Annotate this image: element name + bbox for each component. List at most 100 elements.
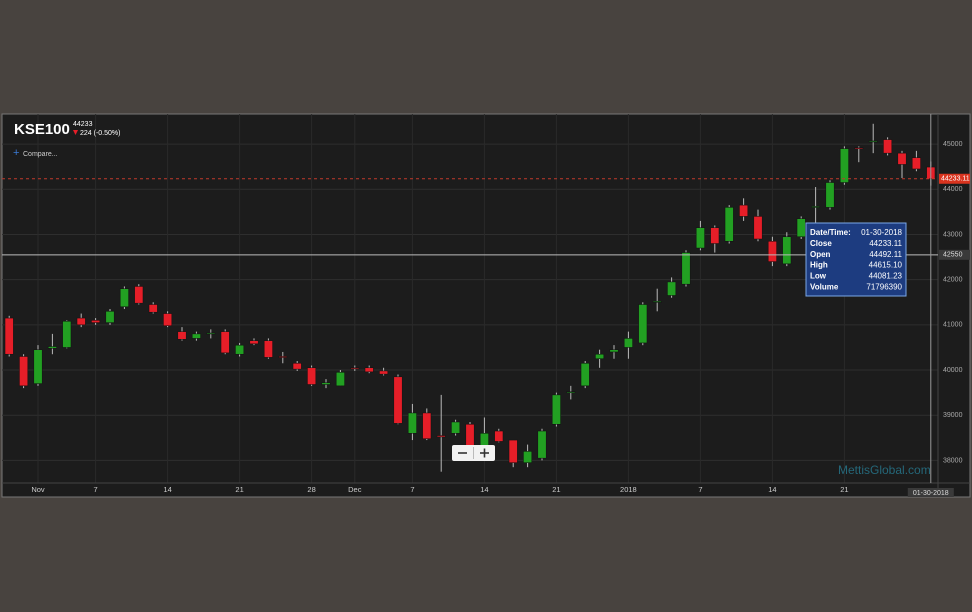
candle-body bbox=[393, 376, 403, 424]
tooltip-value: 01-30-2018 bbox=[861, 228, 902, 237]
candle-body bbox=[767, 241, 777, 262]
candle-body bbox=[206, 332, 216, 335]
candle-body bbox=[407, 412, 417, 434]
candle-body bbox=[350, 367, 360, 370]
y-tick-label: 38000 bbox=[943, 457, 963, 464]
compare-icon[interactable]: + bbox=[13, 147, 19, 159]
compare-button[interactable]: Compare... bbox=[23, 151, 58, 158]
symbol-title: KSE100 bbox=[14, 121, 70, 138]
candle-body bbox=[235, 344, 245, 355]
candle-body bbox=[854, 147, 864, 149]
candle-body bbox=[307, 367, 317, 385]
x-tick-label: Dec bbox=[348, 485, 362, 494]
candle-body bbox=[695, 227, 705, 249]
date-tag bbox=[907, 488, 954, 497]
candle-body bbox=[4, 317, 14, 355]
candle-body bbox=[91, 320, 101, 323]
tooltip-value: 44081.23 bbox=[869, 272, 903, 281]
crosshair-tag bbox=[939, 249, 970, 260]
candle-body bbox=[523, 451, 533, 463]
candle-body bbox=[479, 433, 489, 448]
candle-body bbox=[782, 236, 792, 265]
x-tick-label: 28 bbox=[307, 485, 315, 494]
candle-body bbox=[753, 216, 763, 240]
tooltip-label: Date/Time: bbox=[810, 228, 851, 237]
zoom-controls bbox=[452, 445, 495, 461]
candle-body bbox=[638, 304, 648, 344]
candle-body bbox=[177, 331, 187, 340]
candle-body bbox=[739, 204, 749, 217]
candle-body bbox=[710, 227, 720, 244]
x-tick-label: Nov bbox=[31, 485, 45, 494]
candle-body bbox=[681, 252, 691, 285]
candle-body bbox=[566, 391, 576, 393]
candle-body bbox=[62, 320, 72, 348]
tooltip-value: 44492.11 bbox=[869, 250, 902, 259]
down-icon bbox=[73, 130, 78, 135]
candle-body bbox=[191, 333, 201, 339]
candle-body bbox=[364, 367, 374, 373]
candle-body bbox=[76, 317, 86, 326]
candle-body bbox=[134, 286, 144, 304]
x-tick-label: 21 bbox=[552, 485, 560, 494]
candle-body bbox=[33, 349, 43, 384]
tooltip-label: Open bbox=[810, 250, 831, 259]
tooltip-box bbox=[805, 222, 907, 297]
crosshair-label: 42550 bbox=[943, 252, 963, 259]
tooltip-label: Close bbox=[810, 239, 832, 248]
candle-body bbox=[465, 424, 475, 447]
candle-body bbox=[220, 331, 230, 354]
y-tick-label: 39000 bbox=[943, 412, 963, 419]
candle-body bbox=[623, 338, 633, 348]
y-tick-label: 42000 bbox=[943, 277, 963, 284]
candle-body bbox=[839, 148, 849, 183]
tooltip-value: 44615.10 bbox=[869, 261, 903, 270]
grid: 38000 39000 40000 41000 42000 43000 44000 45000… bbox=[2, 114, 963, 494]
candle-body bbox=[292, 363, 302, 370]
candle-body bbox=[263, 340, 273, 358]
x-tick-label: 7 bbox=[698, 485, 702, 494]
last-price-tag bbox=[939, 173, 970, 184]
tooltip-label: Low bbox=[810, 272, 827, 281]
candles bbox=[4, 123, 936, 472]
x-tick-label: 21 bbox=[840, 485, 848, 494]
overlay: 44233.11 42550 01-30-2018 bbox=[2, 114, 970, 497]
tooltip-rows: Close 44233.11 Open 44492.11 High 44615.10 Low… bbox=[810, 239, 903, 291]
last-price: 44233 bbox=[73, 121, 93, 128]
x-tick-label: 2018 bbox=[620, 485, 637, 494]
candle-body bbox=[897, 152, 907, 165]
candle-body bbox=[580, 363, 590, 387]
x-tick-label: 14 bbox=[768, 485, 776, 494]
candle-body bbox=[321, 382, 331, 385]
candle-body bbox=[609, 349, 619, 353]
candle-body bbox=[19, 356, 29, 387]
date-label: 01-30-2018 bbox=[913, 490, 949, 497]
y-tick-label: 40000 bbox=[943, 367, 963, 374]
candle-body bbox=[508, 439, 518, 463]
candle-body bbox=[652, 301, 662, 303]
candle-body bbox=[379, 370, 389, 375]
x-tick-label: 14 bbox=[480, 485, 488, 494]
tooltip-value: 44233.11 bbox=[869, 239, 902, 248]
candle-body bbox=[278, 356, 288, 358]
x-tick-label: 14 bbox=[163, 485, 171, 494]
candle-body bbox=[724, 207, 734, 242]
candle-body bbox=[148, 304, 158, 313]
candle-body bbox=[537, 430, 547, 459]
y-tick-label: 41000 bbox=[943, 322, 963, 329]
y-tick-label: 45000 bbox=[943, 141, 963, 148]
x-tick-label: 7 bbox=[410, 485, 414, 494]
tooltip-label: High bbox=[810, 261, 828, 270]
candle-body bbox=[119, 288, 129, 308]
candle-body bbox=[105, 311, 115, 323]
candle-body bbox=[883, 139, 893, 154]
candle-body bbox=[436, 435, 446, 438]
candle-body bbox=[595, 353, 605, 359]
watermark: MettisGlobal.com bbox=[838, 463, 931, 477]
price-change: 224 (-0.50%) bbox=[80, 130, 120, 137]
y-tick-label: 43000 bbox=[943, 231, 963, 238]
candle-body bbox=[494, 430, 504, 442]
candle-body bbox=[163, 313, 173, 327]
candle-body bbox=[47, 346, 57, 349]
